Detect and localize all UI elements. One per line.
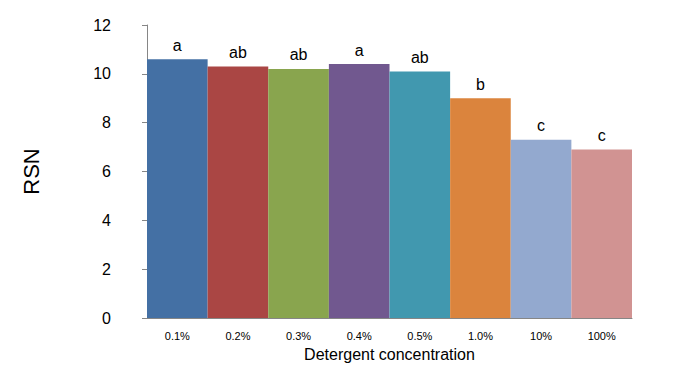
svg-text:10: 10	[93, 65, 111, 82]
svg-text:0.5%: 0.5%	[407, 330, 432, 342]
svg-text:12: 12	[93, 17, 111, 34]
svg-text:0.2%: 0.2%	[225, 330, 250, 342]
svg-text:10%: 10%	[530, 330, 552, 342]
svg-text:a: a	[355, 42, 364, 59]
svg-text:6: 6	[102, 163, 111, 180]
svg-text:0.4%: 0.4%	[347, 330, 372, 342]
svg-text:8: 8	[102, 114, 111, 131]
svg-text:a: a	[173, 37, 182, 54]
svg-text:ab: ab	[229, 44, 247, 61]
svg-text:4: 4	[102, 212, 111, 229]
svg-text:Detergent concentration: Detergent concentration	[304, 346, 475, 363]
svg-text:RSN: RSN	[19, 148, 44, 194]
svg-text:c: c	[598, 127, 606, 144]
svg-text:0.3%: 0.3%	[286, 330, 311, 342]
svg-text:0.1%: 0.1%	[165, 330, 190, 342]
svg-text:c: c	[537, 117, 545, 134]
svg-text:ab: ab	[290, 46, 308, 63]
svg-text:0: 0	[102, 310, 111, 327]
svg-text:b: b	[476, 76, 485, 93]
svg-text:2: 2	[102, 261, 111, 278]
svg-text:1.0%: 1.0%	[468, 330, 493, 342]
svg-text:100%: 100%	[588, 330, 616, 342]
svg-text:ab: ab	[411, 49, 429, 66]
